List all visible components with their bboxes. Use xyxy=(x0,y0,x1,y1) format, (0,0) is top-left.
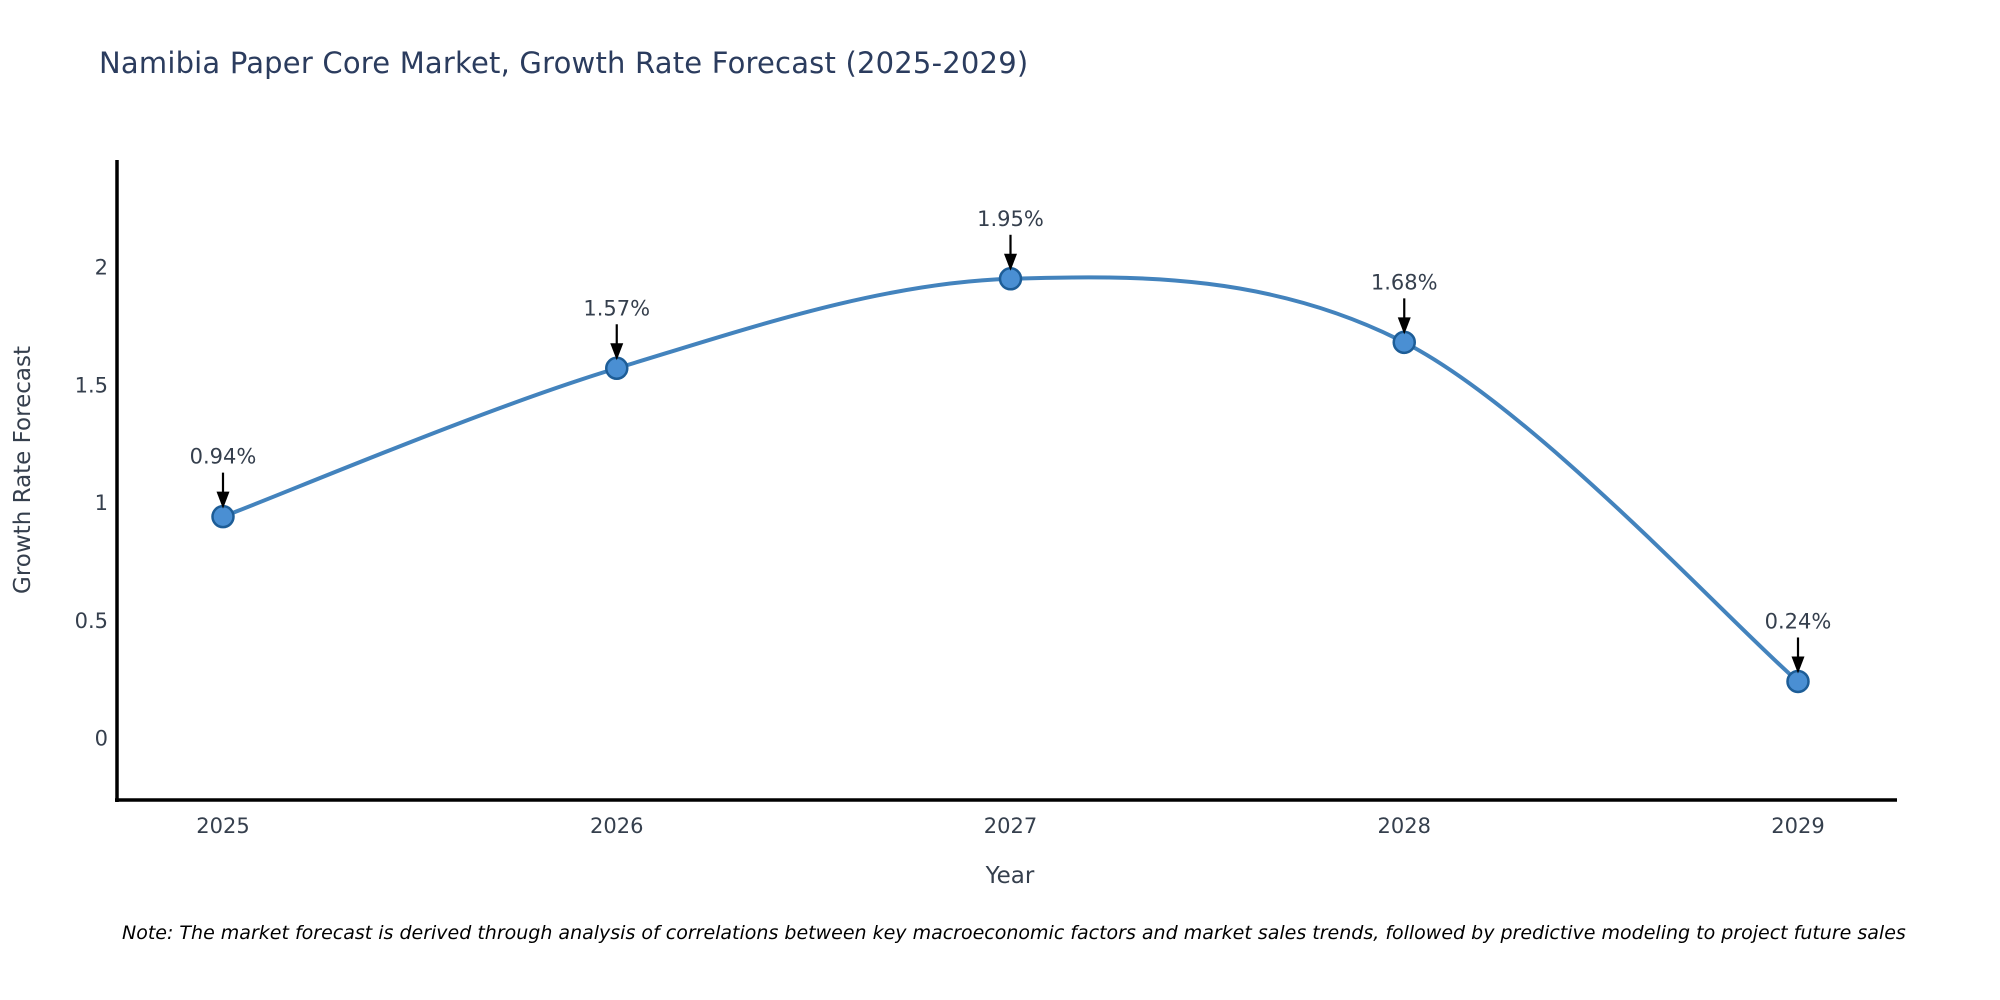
point-label-2028: 1.68% xyxy=(1371,270,1438,294)
y-tick-label-1: 1 xyxy=(95,491,108,515)
x-axis-title: Year xyxy=(985,863,1035,889)
annotation-arrowhead-icon-2028 xyxy=(1397,317,1411,335)
forecast-line xyxy=(222,275,1800,683)
chart-title: Namibia Paper Core Market, Growth Rate F… xyxy=(99,46,1029,80)
data-point-2028 xyxy=(1392,330,1416,355)
point-label-2026: 1.57% xyxy=(583,296,650,320)
annotation-arrowhead-icon-2027 xyxy=(1004,253,1017,271)
x-tick-label-2025: 2025 xyxy=(196,814,249,838)
x-tick-label-2028: 2028 xyxy=(1378,814,1431,838)
y-axis-title: Growth Rate Forecast xyxy=(10,346,36,594)
y-tick-label-1.5: 1.5 xyxy=(75,373,108,397)
annotation-arrowhead-icon-2026 xyxy=(610,343,624,361)
annotation-arrowhead-icon-2029 xyxy=(1791,656,1805,674)
annotation-arrowhead-icon-2025 xyxy=(216,491,230,509)
data-point-2025 xyxy=(211,504,235,529)
y-tick-label-0: 0 xyxy=(95,727,108,751)
x-tick-label-2029: 2029 xyxy=(1771,814,1824,838)
x-tick-label-2026: 2026 xyxy=(590,814,643,838)
point-label-2029: 0.24% xyxy=(1765,609,1832,633)
point-label-2027: 1.95% xyxy=(977,207,1044,231)
data-point-2026 xyxy=(605,356,629,381)
data-point-2027 xyxy=(998,267,1023,291)
y-tick-label-0.5: 0.5 xyxy=(75,609,108,633)
data-point-2029 xyxy=(1786,669,1810,694)
y-tick-label-2: 2 xyxy=(95,256,108,280)
footnote-text: Note: The market forecast is derived thr… xyxy=(122,922,1906,944)
point-label-2025: 0.94% xyxy=(190,445,257,469)
x-tick-label-2027: 2027 xyxy=(984,814,1037,838)
